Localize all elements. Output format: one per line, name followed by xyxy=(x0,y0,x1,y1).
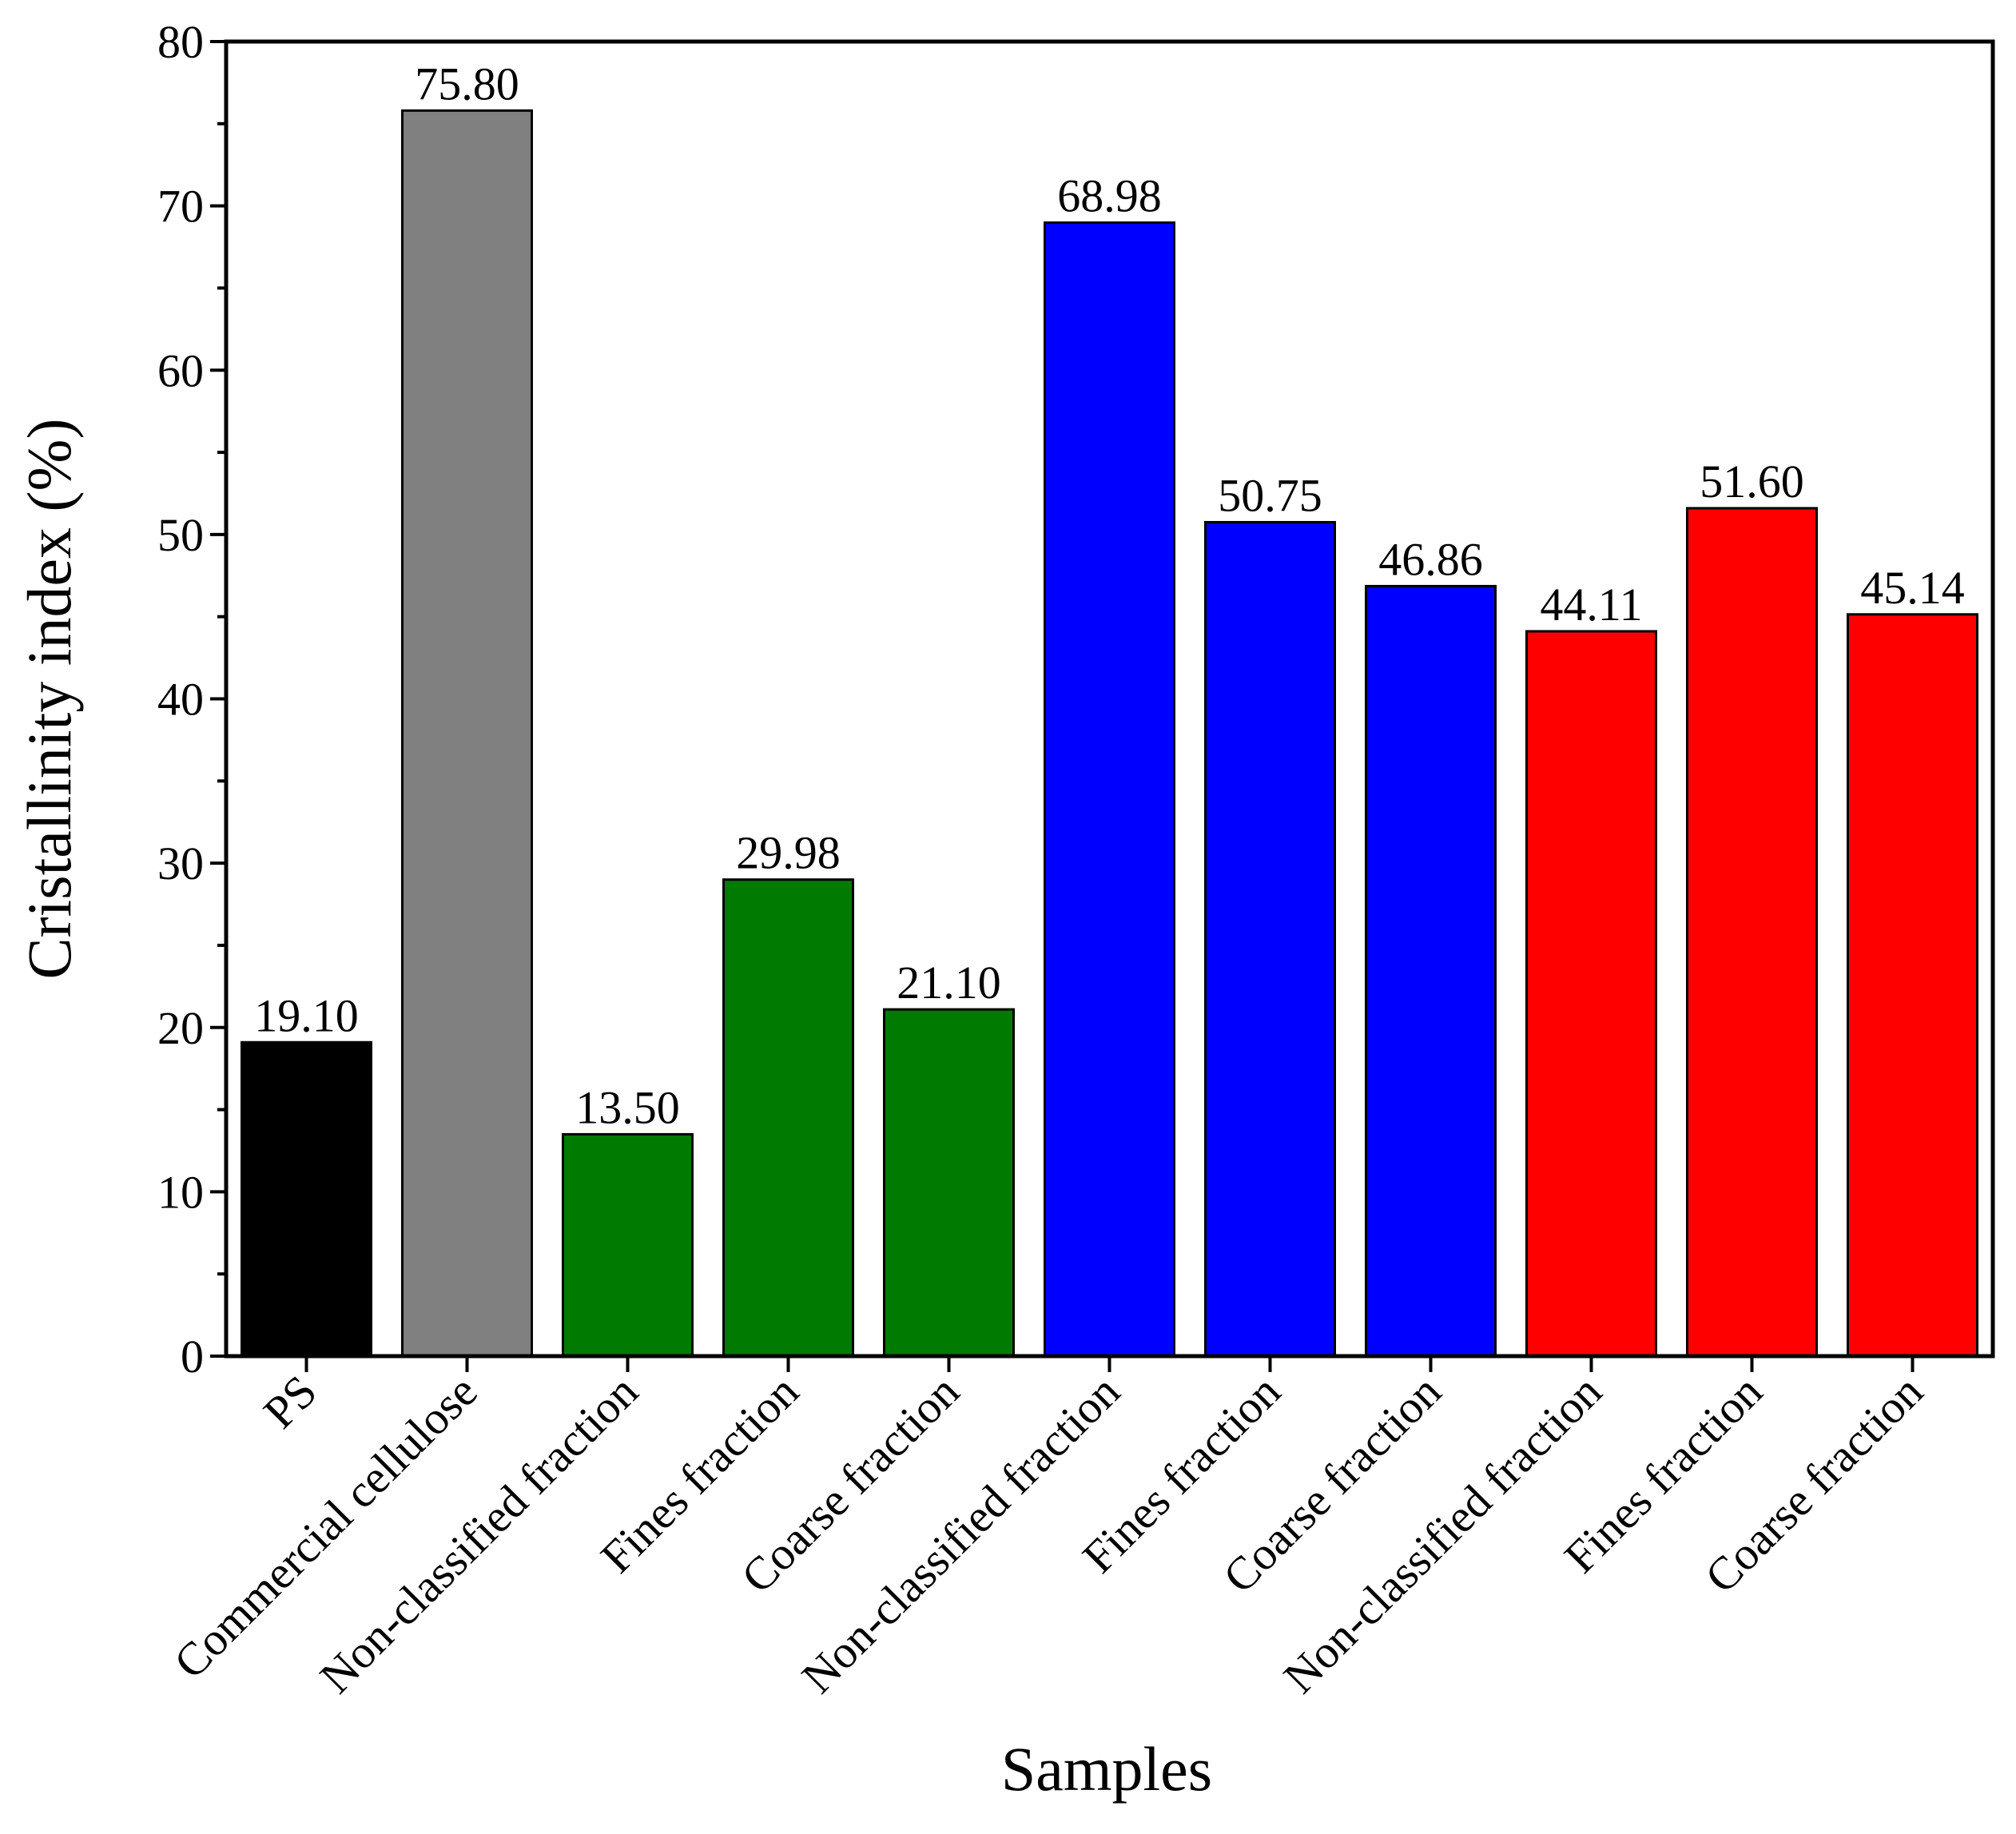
x-category-label: PS xyxy=(253,1365,327,1438)
x-axis-title: Samples xyxy=(1001,1734,1212,1804)
data-label: 68.98 xyxy=(1057,170,1162,222)
data-label: 45.14 xyxy=(1860,562,1965,614)
bar xyxy=(1365,584,1497,1358)
x-category-label: Non-classified fraction xyxy=(1274,1365,1612,1703)
data-label: 29.98 xyxy=(736,827,841,879)
x-category-label: Commercial cellulose xyxy=(164,1365,487,1689)
data-label: 44.11 xyxy=(1540,579,1642,631)
y-tick-label: 30 xyxy=(157,837,204,889)
value-labels-layer: 19.10 75.80 13.50 29.98 21.10 68.98 50.75 46.86… xyxy=(254,58,1965,1133)
data-label: 51.60 xyxy=(1700,456,1804,507)
y-tick-label: 60 xyxy=(157,344,204,396)
data-label: 50.75 xyxy=(1218,469,1322,521)
bar xyxy=(883,1008,1015,1358)
data-label: 21.10 xyxy=(897,957,1001,1009)
data-label: 75.80 xyxy=(415,58,519,109)
bar xyxy=(241,1040,372,1358)
x-category-label: Non-classified fraction xyxy=(310,1365,648,1703)
bar xyxy=(1686,507,1818,1358)
bar xyxy=(562,1132,694,1358)
bar xyxy=(1847,613,1978,1358)
y-axis-title: Cristallinity index (%) xyxy=(14,419,84,980)
data-label: 46.86 xyxy=(1378,533,1483,585)
y-tick-label: 0 xyxy=(181,1331,204,1382)
bar xyxy=(401,109,533,1358)
bar xyxy=(1044,221,1175,1358)
y-tick-label: 80 xyxy=(157,16,204,68)
y-tick-label: 70 xyxy=(157,181,204,233)
y-tick-label: 50 xyxy=(157,509,204,561)
data-label: 13.50 xyxy=(575,1081,680,1133)
y-tick-label: 40 xyxy=(157,674,204,726)
data-label: 19.10 xyxy=(254,989,359,1041)
bar xyxy=(1204,520,1336,1358)
y-axis: 0 10 20 30 40 50 60 70 80 xyxy=(157,16,226,1382)
bar xyxy=(722,878,854,1358)
x-category-label: Non-classified fraction xyxy=(792,1365,1130,1703)
y-tick-label: 20 xyxy=(157,1002,204,1054)
bars-layer xyxy=(241,109,1978,1358)
y-tick-label: 10 xyxy=(157,1166,204,1218)
bar xyxy=(1525,630,1657,1358)
